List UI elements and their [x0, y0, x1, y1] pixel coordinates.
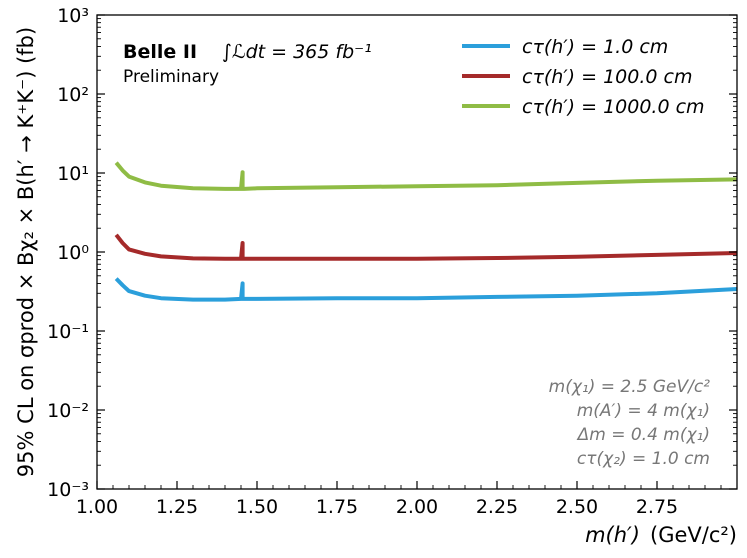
- annotation-1: m(χ₁) = 2.5 GeV/c²: [549, 377, 711, 397]
- x-axis-title-main: m(h′): [585, 523, 640, 547]
- x-tick-label: 2.50: [556, 496, 598, 518]
- y-axis-ticks: 10⁻³ 10⁻² 10⁻¹ 10⁰ 10¹ 10² 10³: [47, 5, 737, 501]
- y-tick-label: 10⁻³: [47, 479, 89, 501]
- x-tick-label: 1.25: [156, 496, 198, 518]
- legend-label-3: cτ(h′) = 1000.0 cm: [522, 96, 705, 118]
- legend-label-1: cτ(h′) = 1.0 cm: [522, 36, 668, 58]
- x-tick-label: 1.00: [76, 496, 118, 518]
- y-tick-label: 10⁻²: [47, 400, 89, 422]
- legend-label-2: cτ(h′) = 100.0 cm: [522, 66, 692, 88]
- annotation-4: cτ(χ₂) = 1.0 cm: [577, 449, 710, 469]
- x-axis-title-unit: (GeV/c²): [650, 523, 737, 547]
- y-tick-label: 10³: [57, 5, 89, 27]
- series-line-2: [114, 233, 738, 261]
- status-label: Preliminary: [123, 67, 219, 87]
- series-line-3: [114, 161, 738, 191]
- x-axis-ticks: 1.00 1.25 1.50 1.75 2.00 2.25 2.50 2.75: [76, 481, 738, 518]
- plot-lines: [114, 161, 738, 302]
- luminosity-label: ∫ℒdt = 365 fb⁻¹: [222, 41, 372, 63]
- legend: cτ(h′) = 1.0 cm cτ(h′) = 100.0 cm cτ(h′) =…: [462, 36, 705, 118]
- y-tick-label: 10¹: [57, 163, 89, 185]
- x-tick-label: 2.00: [396, 496, 438, 518]
- y-tick-label: 10⁻¹: [47, 321, 89, 343]
- annotation-2: m(A′) = 4 m(χ₁): [577, 401, 710, 421]
- y-tick-label: 10²: [57, 84, 89, 106]
- y-tick-label: 10⁰: [57, 242, 89, 264]
- experiment-label: Belle II: [123, 41, 197, 63]
- x-tick-label: 2.75: [636, 496, 678, 518]
- annotation-3: Δm = 0.4 m(χ₁): [576, 425, 710, 445]
- x-tick-label: 1.50: [236, 496, 278, 518]
- y-axis-title: 95% CL on σprod × Bχ₂ × B(h′ → K⁺K⁻) (fb…: [14, 27, 38, 477]
- x-tick-label: 2.25: [476, 496, 518, 518]
- series-line-1: [114, 277, 738, 302]
- x-tick-label: 1.75: [316, 496, 358, 518]
